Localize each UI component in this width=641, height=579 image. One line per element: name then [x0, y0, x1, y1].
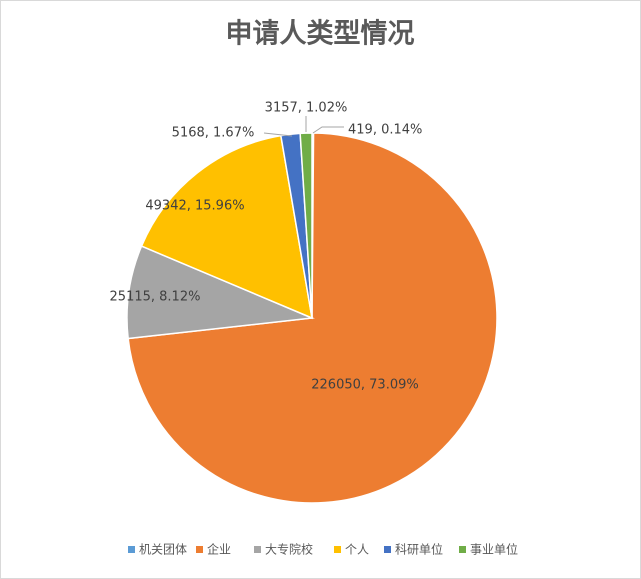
- pie-slice: [299, 132, 313, 319]
- legend-swatch: [384, 546, 391, 553]
- legend-label: 大专院校: [265, 542, 313, 557]
- pie-slice: [126, 245, 315, 340]
- leader-line: [312, 126, 344, 134]
- data-label: 25115, 8.12%: [110, 290, 201, 305]
- legend-label: 企业: [207, 542, 231, 557]
- data-label: 5168, 1.67%: [172, 126, 255, 141]
- legend-label: 事业单位: [470, 542, 518, 557]
- leader-line: [263, 132, 293, 137]
- data-label: 226050, 73.09%: [311, 378, 418, 393]
- legend-swatch: [254, 546, 261, 553]
- chart-title: 申请人类型情况: [226, 19, 415, 50]
- legend-label: 科研单位: [395, 542, 443, 557]
- legend-swatch: [459, 546, 466, 553]
- data-label: 49342, 15.96%: [145, 199, 244, 214]
- pie-slice: [140, 134, 313, 320]
- data-label: 419, 0.14%: [348, 123, 422, 138]
- legend-swatch: [196, 546, 203, 553]
- data-label: 3157, 1.02%: [265, 101, 348, 116]
- legend-swatch: [334, 546, 341, 553]
- legend-swatch: [128, 546, 135, 553]
- legend-label: 个人: [345, 543, 369, 557]
- legend-label: 机关团体: [139, 543, 187, 557]
